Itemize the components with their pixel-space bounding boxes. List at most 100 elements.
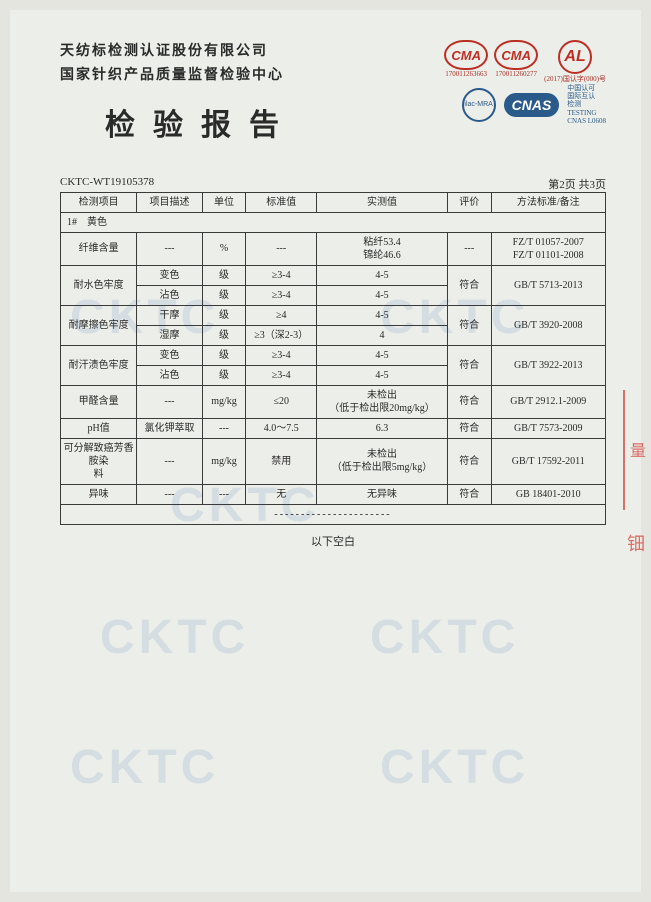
cell-measured: 4-5 — [317, 365, 448, 385]
cell-verdict: 符合 — [447, 418, 491, 438]
cell-method: GB/T 5713-2013 — [491, 265, 605, 305]
page-indicator: 第2页 共3页 — [548, 176, 606, 192]
report-meta: CKTC-WT19105378 第2页 共3页 — [60, 176, 606, 192]
cell-unit: % — [202, 232, 246, 265]
cell-desc: 变色 — [137, 265, 202, 285]
cell-unit: 级 — [202, 265, 246, 285]
cell-unit: 级 — [202, 305, 246, 325]
cell-item: 异味 — [61, 484, 137, 504]
cell-desc: 变色 — [137, 345, 202, 365]
table-row: 耐摩擦色牢度干摩级≥44-5符合GB/T 3920-2008 — [61, 305, 606, 325]
cell-unit: 级 — [202, 285, 246, 305]
cma-logo-1: CMA 170011263663 — [444, 40, 488, 78]
cell-measured: 4-5 — [317, 265, 448, 285]
cell-item: 耐摩擦色牢度 — [61, 305, 137, 345]
cell-desc: --- — [137, 385, 202, 418]
cell-desc: 干摩 — [137, 305, 202, 325]
cell-verdict: 符合 — [447, 265, 491, 305]
cell-measured: 粘纤53.4 锦纶46.6 — [317, 232, 448, 265]
table-row: pH值氯化钾萃取---4.0～7.56.3符合GB/T 7573-2009 — [61, 418, 606, 438]
watermark-text: CKTC — [100, 610, 249, 665]
cell-standard: --- — [246, 232, 317, 265]
table-row: 可分解致癌芳香胺染 料---mg/kg禁用未检出 （低于检出限5mg/kg）符合… — [61, 438, 606, 484]
report-title: 检验报告 — [105, 100, 297, 144]
cell-item: 甲醛含量 — [61, 385, 137, 418]
cell-standard: ≥3-4 — [246, 265, 317, 285]
col-header: 标准值 — [246, 192, 317, 212]
cell-verdict: 符合 — [447, 438, 491, 484]
cell-verdict: 符合 — [447, 385, 491, 418]
cell-desc: 沾色 — [137, 285, 202, 305]
certification-logos: CMA 170011263663 CMA 170011260277 AL (20… — [444, 40, 606, 84]
blank-below-marker: 以下空白 — [60, 533, 606, 549]
al-logo: AL (2017)国认字(000)号 — [544, 40, 606, 84]
cell-standard: ≥3-4 — [246, 285, 317, 305]
cell-unit: mg/kg — [202, 385, 246, 418]
table-row: 异味------无无异味符合GB 18401-2010 — [61, 484, 606, 504]
cnas-icon: CNAS — [504, 93, 560, 117]
cell-desc: 沾色 — [137, 365, 202, 385]
watermark-text: CKTC — [380, 740, 529, 795]
cell-standard: 无 — [246, 484, 317, 504]
cell-measured: 6.3 — [317, 418, 448, 438]
cell-method: GB/T 7573-2009 — [491, 418, 605, 438]
cell-desc: --- — [137, 484, 202, 504]
org-line-1: 天纺标检测认证股份有限公司 — [60, 40, 284, 64]
cell-measured: 无异味 — [317, 484, 448, 504]
cell-unit: 级 — [202, 365, 246, 385]
org-line-2: 国家针织产品质量监督检验中心 — [60, 64, 284, 88]
cell-measured: 4-5 — [317, 345, 448, 365]
accreditation-logos: ilac-MRA CNAS 中国认可 国际互认 检测 TESTING CNAS … — [462, 84, 606, 126]
cell-unit: --- — [202, 418, 246, 438]
cma-logo-2: CMA 170011260277 — [494, 40, 538, 78]
watermark-text: CKTC — [370, 610, 519, 665]
cell-desc: --- — [137, 438, 202, 484]
cell-standard: ≥3（深2-3） — [246, 325, 317, 345]
cell-measured: 4-5 — [317, 285, 448, 305]
cell-method: GB/T 2912.1-2009 — [491, 385, 605, 418]
org-names: 天纺标检测认证股份有限公司 国家针织产品质量监督检验中心 — [60, 40, 284, 88]
cell-item: 纤维含量 — [61, 232, 137, 265]
end-of-data-line: ---------------------- — [61, 504, 606, 524]
col-header: 项目描述 — [137, 192, 202, 212]
ilac-mra-icon: ilac-MRA — [462, 88, 496, 122]
cell-desc: --- — [137, 232, 202, 265]
cell-verdict: 符合 — [447, 484, 491, 504]
col-header: 检测项目 — [61, 192, 137, 212]
watermark-text: CKTC — [70, 740, 219, 795]
table-row: 纤维含量---%---粘纤53.4 锦纶46.6---FZ/T 01057-20… — [61, 232, 606, 265]
table-row: 耐水色牢度变色级≥3-44-5符合GB/T 5713-2013 — [61, 265, 606, 285]
cell-verdict: 符合 — [447, 345, 491, 385]
cell-measured: 4-5 — [317, 305, 448, 325]
table-row: 耐汗渍色牢度变色级≥3-44-5符合GB/T 3922-2013 — [61, 345, 606, 365]
cell-standard: ≤20 — [246, 385, 317, 418]
cell-standard: ≥4 — [246, 305, 317, 325]
red-seal-icon: 量 — [623, 390, 647, 510]
cell-unit: --- — [202, 484, 246, 504]
report-page: CKTCCKTCCKTCCKTCCKTCCKTCCKTC 天纺标检测认证股份有限… — [10, 10, 641, 892]
cell-method: GB/T 3920-2008 — [491, 305, 605, 345]
cma-code-2: 170011260277 — [495, 70, 537, 78]
cell-standard: ≥3-4 — [246, 345, 317, 365]
cell-method: FZ/T 01057-2007 FZ/T 01101-2008 — [491, 232, 605, 265]
header: 天纺标检测认证股份有限公司 国家针织产品质量监督检验中心 CMA 1700112… — [60, 40, 606, 88]
cell-method: GB 18401-2010 — [491, 484, 605, 504]
col-header: 方法标准/备注 — [491, 192, 605, 212]
cell-item: pH值 — [61, 418, 137, 438]
al-code: (2017)国认字(000)号 — [544, 74, 606, 84]
report-number: CKTC-WT19105378 — [60, 176, 154, 192]
cell-item: 可分解致癌芳香胺染 料 — [61, 438, 137, 484]
cell-item: 耐汗渍色牢度 — [61, 345, 137, 385]
cell-desc: 湿摩 — [137, 325, 202, 345]
cell-method: GB/T 3922-2013 — [491, 345, 605, 385]
al-badge-icon: AL — [558, 40, 592, 74]
cell-method: GB/T 17592-2011 — [491, 438, 605, 484]
cma-code-1: 170011263663 — [445, 70, 487, 78]
cell-desc: 氯化钾萃取 — [137, 418, 202, 438]
cma-badge-icon: CMA — [494, 40, 538, 70]
cell-measured: 未检出 （低于检出限5mg/kg） — [317, 438, 448, 484]
cma-badge-icon: CMA — [444, 40, 488, 70]
cell-unit: 级 — [202, 325, 246, 345]
table-row: 甲醛含量---mg/kg≤20未检出 （低于检出限20mg/kg）符合GB/T … — [61, 385, 606, 418]
col-header: 评价 — [447, 192, 491, 212]
